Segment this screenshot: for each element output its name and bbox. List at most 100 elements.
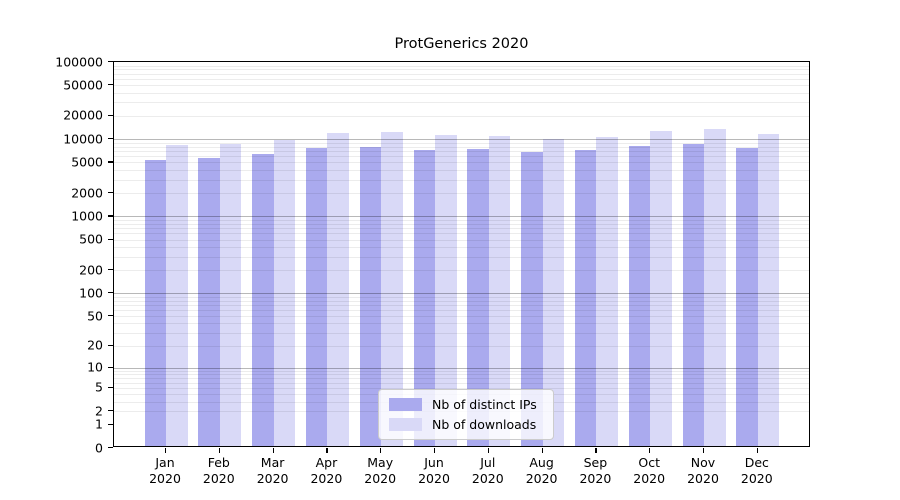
x-tick-mark-jul	[487, 448, 489, 453]
bar-distinct-ips-jul	[467, 149, 489, 446]
bar-downloads-dec	[757, 134, 780, 446]
y-tick-mark-5000	[108, 161, 113, 163]
gridline-800	[114, 223, 809, 225]
x-tick-mark-aug	[541, 448, 543, 453]
legend-label-distinct-ips: Nb of distinct IPs	[432, 397, 537, 412]
bar-distinct-ips-mar	[252, 153, 274, 446]
y-tick-mark-1000	[108, 215, 113, 217]
y-tick-label-10000: 10000	[63, 131, 103, 147]
y-tick-mark-0	[108, 447, 113, 449]
plot-area: Nb of distinct IPs Nb of downloads	[113, 61, 810, 447]
gridline-10000	[114, 139, 809, 141]
legend-row-distinct-ips: Nb of distinct IPs	[389, 397, 543, 412]
gridline-70000	[114, 73, 809, 75]
y-tick-mark-5	[108, 386, 113, 389]
bar-distinct-ips-oct	[628, 145, 651, 446]
gridline-10	[114, 367, 809, 369]
x-tick-mark-jan	[165, 448, 167, 453]
gridline-700	[114, 228, 809, 230]
y-tick-label-5000: 5000	[71, 154, 103, 170]
bar-downloads-sep	[596, 137, 618, 446]
bar-distinct-ips-apr	[305, 147, 328, 446]
x-tick-mark-feb	[218, 448, 220, 453]
gridline-500	[114, 239, 809, 241]
gridline-9000	[114, 142, 809, 144]
gridline-6	[114, 382, 809, 384]
gridline-80	[114, 300, 809, 302]
bar-downloads-jun	[435, 134, 457, 446]
y-tick-label-20: 20	[87, 337, 103, 353]
legend-row-downloads: Nb of downloads	[389, 417, 543, 432]
x-tick-label-jan: Jan 2020	[149, 455, 181, 486]
gridline-50000	[114, 85, 809, 87]
legend: Nb of distinct IPs Nb of downloads	[378, 389, 554, 440]
x-tick-mark-oct	[649, 448, 651, 453]
bar-distinct-ips-nov	[682, 144, 704, 446]
y-tick-label-500: 500	[79, 231, 103, 247]
bar-distinct-ips-dec	[736, 147, 758, 446]
gridline-4000	[114, 169, 809, 171]
y-tick-mark-500	[108, 238, 113, 240]
x-tick-label-jul: Jul 2020	[471, 455, 504, 486]
gridline-90	[114, 296, 809, 298]
y-tick-mark-2	[108, 410, 113, 412]
x-tick-label-mar: Mar 2020	[256, 455, 289, 486]
x-tick-label-feb: Feb 2020	[202, 455, 235, 486]
y-tick-mark-10000	[108, 138, 113, 140]
x-tick-label-may: May 2020	[364, 455, 397, 486]
y-tick-mark-2000	[108, 192, 113, 194]
gridline-300	[114, 256, 809, 258]
gridline-30	[114, 332, 809, 334]
gridline-7	[114, 378, 809, 380]
y-tick-label-200: 200	[79, 262, 103, 278]
gridline-100	[114, 293, 809, 295]
x-tick-label-nov: Nov 2020	[687, 455, 719, 486]
y-tick-label-50: 50	[87, 308, 103, 324]
x-tick-label-aug: Aug 2020	[525, 455, 558, 486]
bar-distinct-ips-aug	[521, 152, 543, 446]
y-tick-label-0: 0	[95, 440, 103, 455]
y-tick-mark-100	[108, 292, 113, 294]
bar-downloads-oct	[650, 131, 672, 446]
y-tick-label-100: 100	[79, 285, 103, 301]
chart-title: ProtGenerics 2020	[394, 36, 529, 52]
y-tick-label-2: 2	[95, 403, 103, 419]
gridline-400	[114, 247, 809, 249]
bar-downloads-jan	[166, 144, 188, 446]
gridline-20000	[114, 115, 809, 117]
y-tick-label-100000: 100000	[55, 54, 103, 69]
y-tick-mark-100000	[108, 61, 113, 63]
gridline-30000	[114, 102, 809, 104]
gridline-1000	[114, 216, 809, 218]
gridline-2000	[114, 193, 809, 195]
y-tick-label-1000: 1000	[71, 208, 103, 224]
gridline-60	[114, 310, 809, 312]
x-tick-label-sep: Sep 2020	[579, 455, 612, 486]
gridline-70	[114, 305, 809, 307]
bar-distinct-ips-feb	[198, 157, 220, 446]
y-tick-label-20000: 20000	[63, 107, 103, 123]
x-tick-label-jun: Jun 2020	[418, 455, 450, 486]
y-tick-mark-10	[108, 366, 113, 368]
x-tick-mark-may	[380, 448, 382, 453]
gridline-6000	[114, 156, 809, 158]
y-tick-mark-50000	[108, 84, 113, 86]
gridline-5	[114, 387, 809, 389]
gridline-600	[114, 233, 809, 235]
gridline-90000	[114, 65, 809, 67]
y-tick-mark-1	[108, 423, 113, 425]
gridline-80000	[114, 69, 809, 71]
gridline-8000	[114, 146, 809, 148]
legend-swatch-distinct-ips	[389, 398, 422, 411]
x-tick-mark-dec	[756, 448, 758, 453]
bar-downloads-nov	[704, 128, 726, 446]
x-tick-label-oct: Oct 2020	[633, 455, 666, 486]
x-tick-mark-nov	[703, 448, 705, 453]
x-tick-mark-jun	[434, 448, 436, 453]
gridline-9	[114, 370, 809, 372]
y-tick-label-2000: 2000	[71, 185, 103, 201]
bar-distinct-ips-sep	[574, 150, 597, 446]
gridline-50	[114, 316, 809, 318]
y-tick-label-5: 5	[95, 379, 103, 395]
